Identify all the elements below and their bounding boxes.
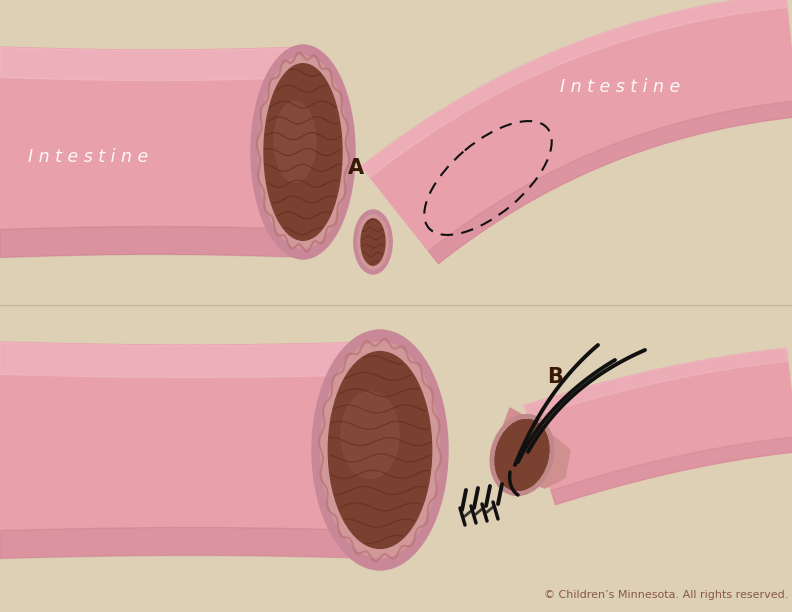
Polygon shape [362, 0, 792, 264]
Ellipse shape [274, 102, 316, 182]
Text: B: B [547, 367, 563, 387]
Ellipse shape [264, 64, 342, 241]
Ellipse shape [361, 219, 385, 265]
Ellipse shape [251, 45, 355, 259]
Polygon shape [524, 348, 788, 418]
Text: © Children’s Minnesota. All rights reserved.: © Children’s Minnesota. All rights reser… [543, 590, 788, 600]
Polygon shape [551, 437, 792, 505]
Polygon shape [524, 348, 792, 505]
Polygon shape [362, 0, 787, 177]
Polygon shape [0, 47, 310, 257]
Polygon shape [428, 101, 792, 264]
Ellipse shape [495, 420, 549, 490]
Ellipse shape [341, 392, 399, 478]
Ellipse shape [312, 330, 448, 570]
Ellipse shape [490, 414, 554, 495]
Ellipse shape [495, 420, 549, 490]
Polygon shape [498, 408, 570, 488]
Ellipse shape [329, 352, 432, 548]
Ellipse shape [321, 342, 439, 558]
Polygon shape [0, 342, 380, 558]
Text: A: A [348, 158, 364, 178]
Text: I n t e s t i n e: I n t e s t i n e [560, 78, 680, 96]
Text: I n t e s t i n e: I n t e s t i n e [28, 148, 148, 166]
Ellipse shape [354, 210, 392, 274]
Ellipse shape [358, 214, 388, 269]
Ellipse shape [258, 56, 348, 248]
